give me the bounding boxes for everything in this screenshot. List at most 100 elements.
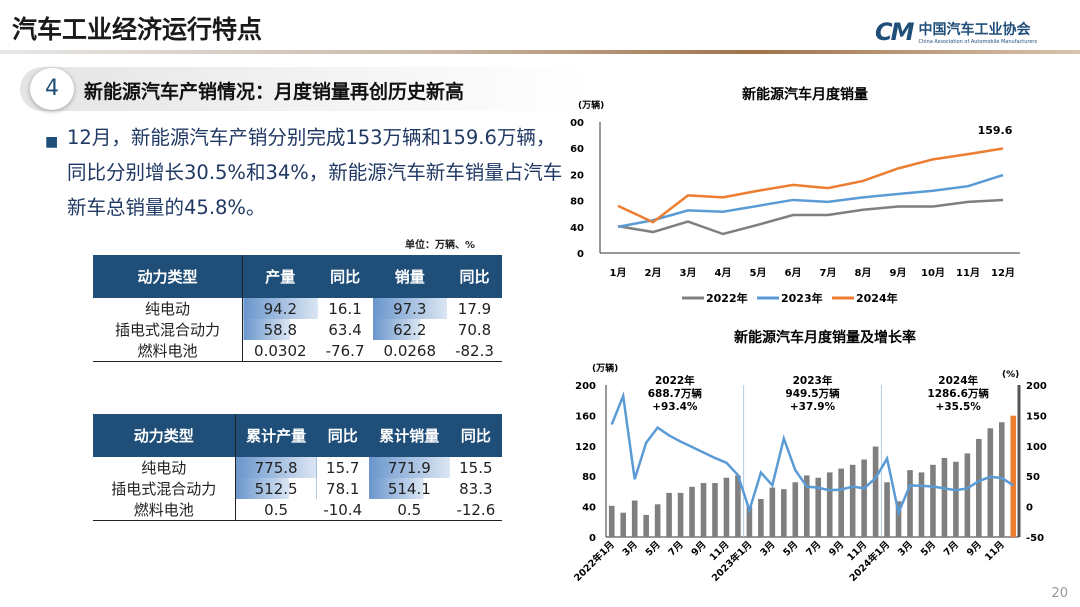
sales-bar <box>654 504 661 537</box>
logo-en: China Association of Automobile Manufact… <box>918 39 1038 45</box>
sales-bar <box>918 472 925 537</box>
year-annotation: 2024年 <box>938 374 978 387</box>
x-tick-label: 4月 <box>715 267 732 279</box>
x-tick-label: 1月 <box>610 267 627 279</box>
table-cell: -12.6 <box>449 499 502 521</box>
x-tick-label: 7月 <box>804 539 823 558</box>
x-tick-label: 10月 <box>921 267 945 279</box>
table-row: 插电式混合动力 58.8 63.4 62.2 70.8 <box>93 319 502 340</box>
y2-tick-label: 0 <box>1026 503 1033 514</box>
table-cell: 15.5 <box>459 458 493 477</box>
legend-label: 2024年 <box>856 291 898 305</box>
x-tick-label: 6月 <box>785 267 802 279</box>
table-cell: 纯电动 <box>93 457 236 478</box>
series-line-2023年 <box>617 173 1004 229</box>
series-line-2022年 <box>617 198 1004 236</box>
y2-tick-label: 150 <box>1026 411 1047 422</box>
sales-bar <box>941 457 948 537</box>
sales-bar <box>884 482 890 537</box>
x-tick-label: 5月 <box>750 267 767 279</box>
sales-bar <box>758 499 764 537</box>
sales-bar <box>712 483 718 537</box>
sales-bar <box>1010 415 1017 537</box>
sales-bar <box>930 464 936 537</box>
year-annotation: 2022年 <box>655 374 695 387</box>
sales-bar <box>631 500 638 537</box>
x-tick-label: 9月 <box>965 539 984 558</box>
sales-bar <box>976 438 982 537</box>
sales-bar <box>838 468 844 537</box>
x-tick-label: 2月 <box>645 267 662 279</box>
sales-bar <box>815 477 822 537</box>
section-bar <box>20 67 592 111</box>
cumulative-table: 动力类型 累计产量 同比 累计销量 同比 纯电动 775.8 15.7 771.9 15.5 插电式… <box>93 414 502 521</box>
x-tick-label: 3月 <box>758 539 777 558</box>
x-tick-label: 9月 <box>827 539 846 558</box>
column-header: 产量 <box>242 255 318 298</box>
sales-bar <box>803 475 810 537</box>
sales-bar <box>826 472 833 537</box>
table-row: 插电式混合动力 512.5 78.1 514.1 83.3 <box>93 478 502 499</box>
table-cell: 70.8 <box>457 320 492 339</box>
legend-label: 2022年 <box>706 291 748 305</box>
x-tick-label: 9月 <box>890 267 907 279</box>
y-tick-label: 200 <box>575 381 596 392</box>
table-cell: -82.3 <box>446 340 502 362</box>
series-line-2024年 <box>617 147 1004 224</box>
column-header: 同比 <box>446 255 502 298</box>
year-annotation: +37.9% <box>790 401 836 413</box>
column-header: 累计产量 <box>235 414 317 457</box>
table-cell: -76.7 <box>317 340 373 362</box>
y-tick-label: 120 <box>570 170 584 181</box>
section-number: 4 <box>30 68 74 110</box>
column-header: 同比 <box>317 255 373 298</box>
year-annotation: 949.5万辆 <box>785 387 840 400</box>
logo: CM 中国汽车工业协会 China Association of Automob… <box>875 18 1037 46</box>
growth-line <box>610 391 1014 517</box>
sales-bar <box>769 487 776 537</box>
sales-bar <box>998 422 1005 537</box>
column-header: 同比 <box>449 414 502 457</box>
sales-bar <box>964 453 971 537</box>
sales-bar <box>700 483 707 537</box>
y-tick-label: 120 <box>575 442 596 453</box>
logo-mark: CM <box>875 18 914 46</box>
table-cell: 纯电动 <box>93 298 243 319</box>
monthly-table: 动力类型 产量 同比 销量 同比 纯电动 94.2 16.1 97.3 17.9 插电式混合动力 58… <box>93 255 502 362</box>
year-annotation: 2023年 <box>793 374 833 387</box>
column-header: 销量 <box>372 255 447 298</box>
sales-bar <box>872 446 879 537</box>
sales-bar <box>620 512 627 537</box>
table-cell: 97.3 <box>372 298 447 319</box>
sales-bar <box>608 505 615 537</box>
y-tick-label: 80 <box>582 472 596 483</box>
table-cell: 512.5 <box>235 478 317 499</box>
table-cell: 15.7 <box>326 458 360 477</box>
logo-cn: 中国汽车工业协会 <box>918 22 1031 38</box>
table-cell: 83.3 <box>459 479 493 498</box>
y2-tick-label: 100 <box>1026 442 1047 453</box>
x-tick-label: 5月 <box>781 539 800 558</box>
sales-bar <box>849 464 856 537</box>
y-tick-label: 80 <box>570 197 584 208</box>
table-cell: 62.2 <box>372 319 447 340</box>
y-tick-label: 160 <box>575 411 596 422</box>
y2-tick-label: 50 <box>1026 472 1040 483</box>
table-header-row: 动力类型 产量 同比 销量 同比 <box>93 255 502 298</box>
table-row: 燃料电池 0.5 -10.4 0.5 -12.6 <box>93 499 502 521</box>
sales-bar <box>907 470 913 537</box>
table-cell: 63.4 <box>328 320 362 339</box>
page-number: 20 <box>1051 586 1068 601</box>
column-header: 动力类型 <box>93 414 236 457</box>
year-annotation: 688.7万辆 <box>648 387 703 400</box>
sales-bar <box>792 482 799 537</box>
x-tick-label: 5月 <box>919 539 938 558</box>
table-cell: 燃料电池 <box>93 340 243 362</box>
table-cell: 17.9 <box>457 299 492 318</box>
y-tick-label: 0 <box>577 249 584 260</box>
data-label: 159.6 <box>978 124 1013 137</box>
table-cell: 燃料电池 <box>93 499 236 521</box>
column-header: 动力类型 <box>93 255 243 298</box>
sales-bar <box>677 492 684 537</box>
unit-label: 单位：万辆、% <box>405 240 476 251</box>
